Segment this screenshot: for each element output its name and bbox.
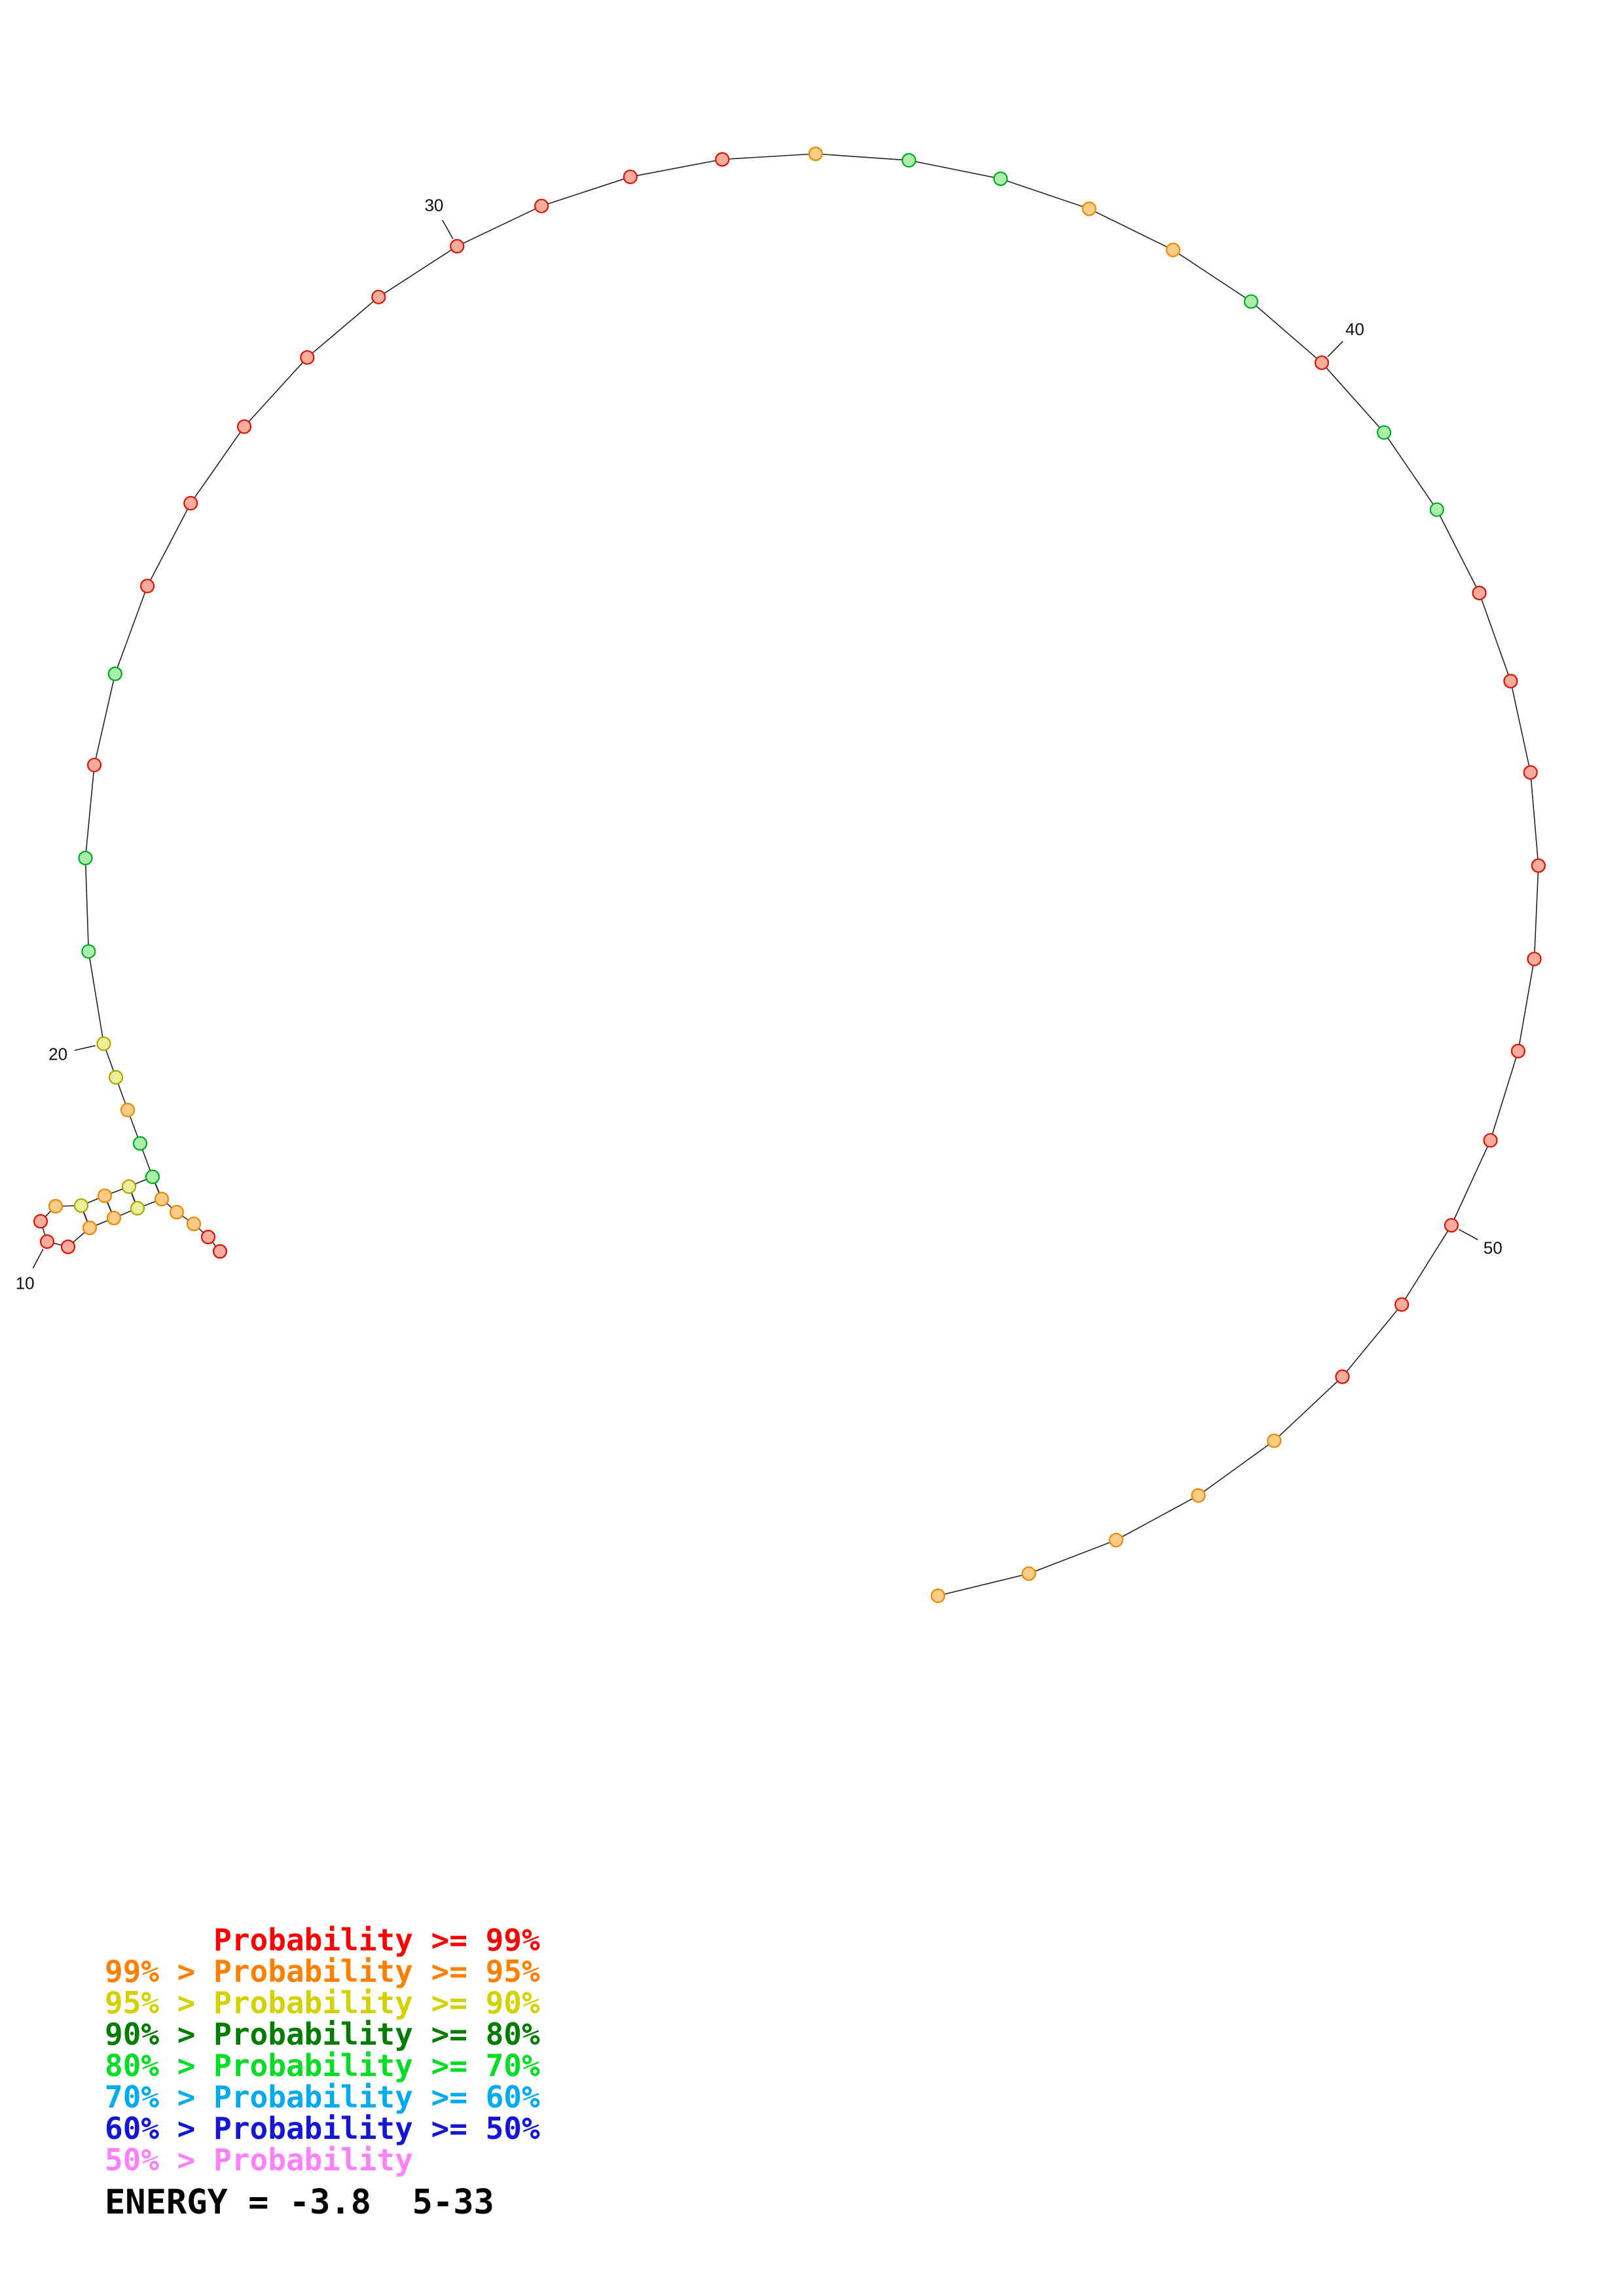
nucleotide-dot bbox=[1472, 585, 1487, 601]
legend-row-80: 90% > Probability >= 80% bbox=[105, 2017, 540, 2052]
nucleotide-dot bbox=[107, 666, 122, 681]
nucleotide-dot bbox=[715, 152, 730, 167]
nucleotide-dot bbox=[1267, 1433, 1282, 1448]
nucleotide-dot bbox=[212, 1244, 228, 1259]
legend-row-99: Probability >= 99% bbox=[105, 1922, 540, 1958]
nucleotide-dot bbox=[450, 239, 465, 254]
legend-row-60: 70% > Probability >= 60% bbox=[105, 2079, 540, 2115]
nucleotide-dot bbox=[73, 1198, 89, 1213]
nucleotide-dot bbox=[300, 350, 315, 365]
nucleotide-dot bbox=[87, 757, 102, 772]
position-labels: 10 20 30 40 50 bbox=[16, 196, 1503, 1293]
nucleotide-dot bbox=[1429, 502, 1444, 517]
legend-row-70: 80% > Probability >= 70% bbox=[105, 2048, 540, 2083]
backbone-path bbox=[40, 153, 1539, 1596]
nucleotide-dot bbox=[145, 1169, 160, 1185]
nucleotide-dot bbox=[930, 1588, 945, 1604]
nucleotide-dot bbox=[78, 850, 93, 866]
energy-label: ENERGY = -3.8 5-33 bbox=[105, 2183, 494, 2222]
nucleotide-dot bbox=[106, 1210, 122, 1226]
nucleotide-dot bbox=[183, 495, 198, 511]
position-label-50: 50 bbox=[1484, 1238, 1503, 1258]
position-label-tick bbox=[442, 219, 454, 240]
nucleotide-dot bbox=[993, 171, 1008, 187]
nucleotide-dot bbox=[1483, 1133, 1498, 1148]
legend-row-95: 99% > Probability >= 95% bbox=[105, 1954, 540, 1989]
probability-legend: Probability >= 99% 99% > Probability >= … bbox=[105, 1924, 540, 2176]
nucleotide-dot bbox=[1444, 1217, 1459, 1233]
nucleotide-dot bbox=[1395, 1297, 1410, 1312]
nucleotide-dot bbox=[1376, 425, 1392, 440]
nucleotide-dot bbox=[96, 1036, 111, 1051]
legend-row-50: 60% > Probability >= 50% bbox=[105, 2111, 540, 2146]
nucleotide-dot bbox=[140, 579, 155, 594]
position-label-tick bbox=[1458, 1229, 1478, 1240]
nucleotide-dot bbox=[1191, 1488, 1206, 1503]
nucleotide-dot bbox=[1335, 1369, 1350, 1384]
nucleotide-dots bbox=[33, 146, 1546, 1604]
nucleotide-dot bbox=[97, 1188, 113, 1204]
position-label-30: 30 bbox=[424, 196, 443, 215]
legend-row-below50: 50% > Probability bbox=[105, 2142, 413, 2178]
backbone-lines bbox=[40, 153, 1539, 1596]
nucleotide-dot bbox=[1510, 1043, 1525, 1059]
nucleotide-dot bbox=[1531, 858, 1546, 873]
nucleotide-dot bbox=[81, 944, 96, 959]
nucleotide-dot bbox=[1165, 242, 1180, 257]
nucleotide-dot bbox=[371, 289, 386, 304]
nucleotide-dot bbox=[1082, 201, 1097, 217]
nucleotide-dot bbox=[200, 1229, 216, 1245]
position-label-40: 40 bbox=[1345, 319, 1364, 339]
nucleotide-dot bbox=[1243, 294, 1259, 309]
nucleotide-dot bbox=[120, 1102, 136, 1118]
nucleotide-dot bbox=[121, 1179, 137, 1194]
nucleotide-dot bbox=[623, 170, 638, 185]
position-label-10: 10 bbox=[16, 1273, 35, 1293]
nucleotide-dot bbox=[237, 419, 252, 434]
nucleotide-dot bbox=[82, 1220, 98, 1236]
nucleotide-dot bbox=[132, 1136, 148, 1151]
basepair-bonds bbox=[81, 1176, 162, 1229]
nucleotide-dot bbox=[902, 152, 917, 168]
nucleotide-dot bbox=[1527, 952, 1542, 967]
nucleotide-dot bbox=[534, 198, 549, 213]
position-label-tick bbox=[74, 1045, 96, 1051]
nucleotide-dot bbox=[186, 1216, 202, 1232]
nucleotide-dot bbox=[1314, 355, 1330, 370]
nucleotide-dot bbox=[130, 1200, 145, 1216]
nucleotide-dot bbox=[39, 1234, 55, 1249]
legend-row-90: 95% > Probability >= 90% bbox=[105, 1985, 540, 2020]
nucleotide-dot bbox=[154, 1191, 170, 1207]
nucleotide-dot bbox=[108, 1069, 124, 1085]
nucleotide-dot bbox=[1523, 765, 1538, 780]
position-label-tick bbox=[1327, 341, 1343, 357]
nucleotide-dot bbox=[1503, 673, 1518, 689]
nucleotide-dot bbox=[808, 146, 823, 162]
nucleotide-dot bbox=[33, 1213, 48, 1229]
nucleotide-dot bbox=[169, 1204, 185, 1220]
nucleotide-dot bbox=[1108, 1532, 1123, 1548]
position-label-20: 20 bbox=[48, 1045, 67, 1064]
nucleotide-dot bbox=[1021, 1566, 1036, 1581]
position-label-tick bbox=[32, 1249, 44, 1268]
nucleotide-dot bbox=[48, 1198, 64, 1214]
nucleotide-dot bbox=[60, 1239, 76, 1255]
